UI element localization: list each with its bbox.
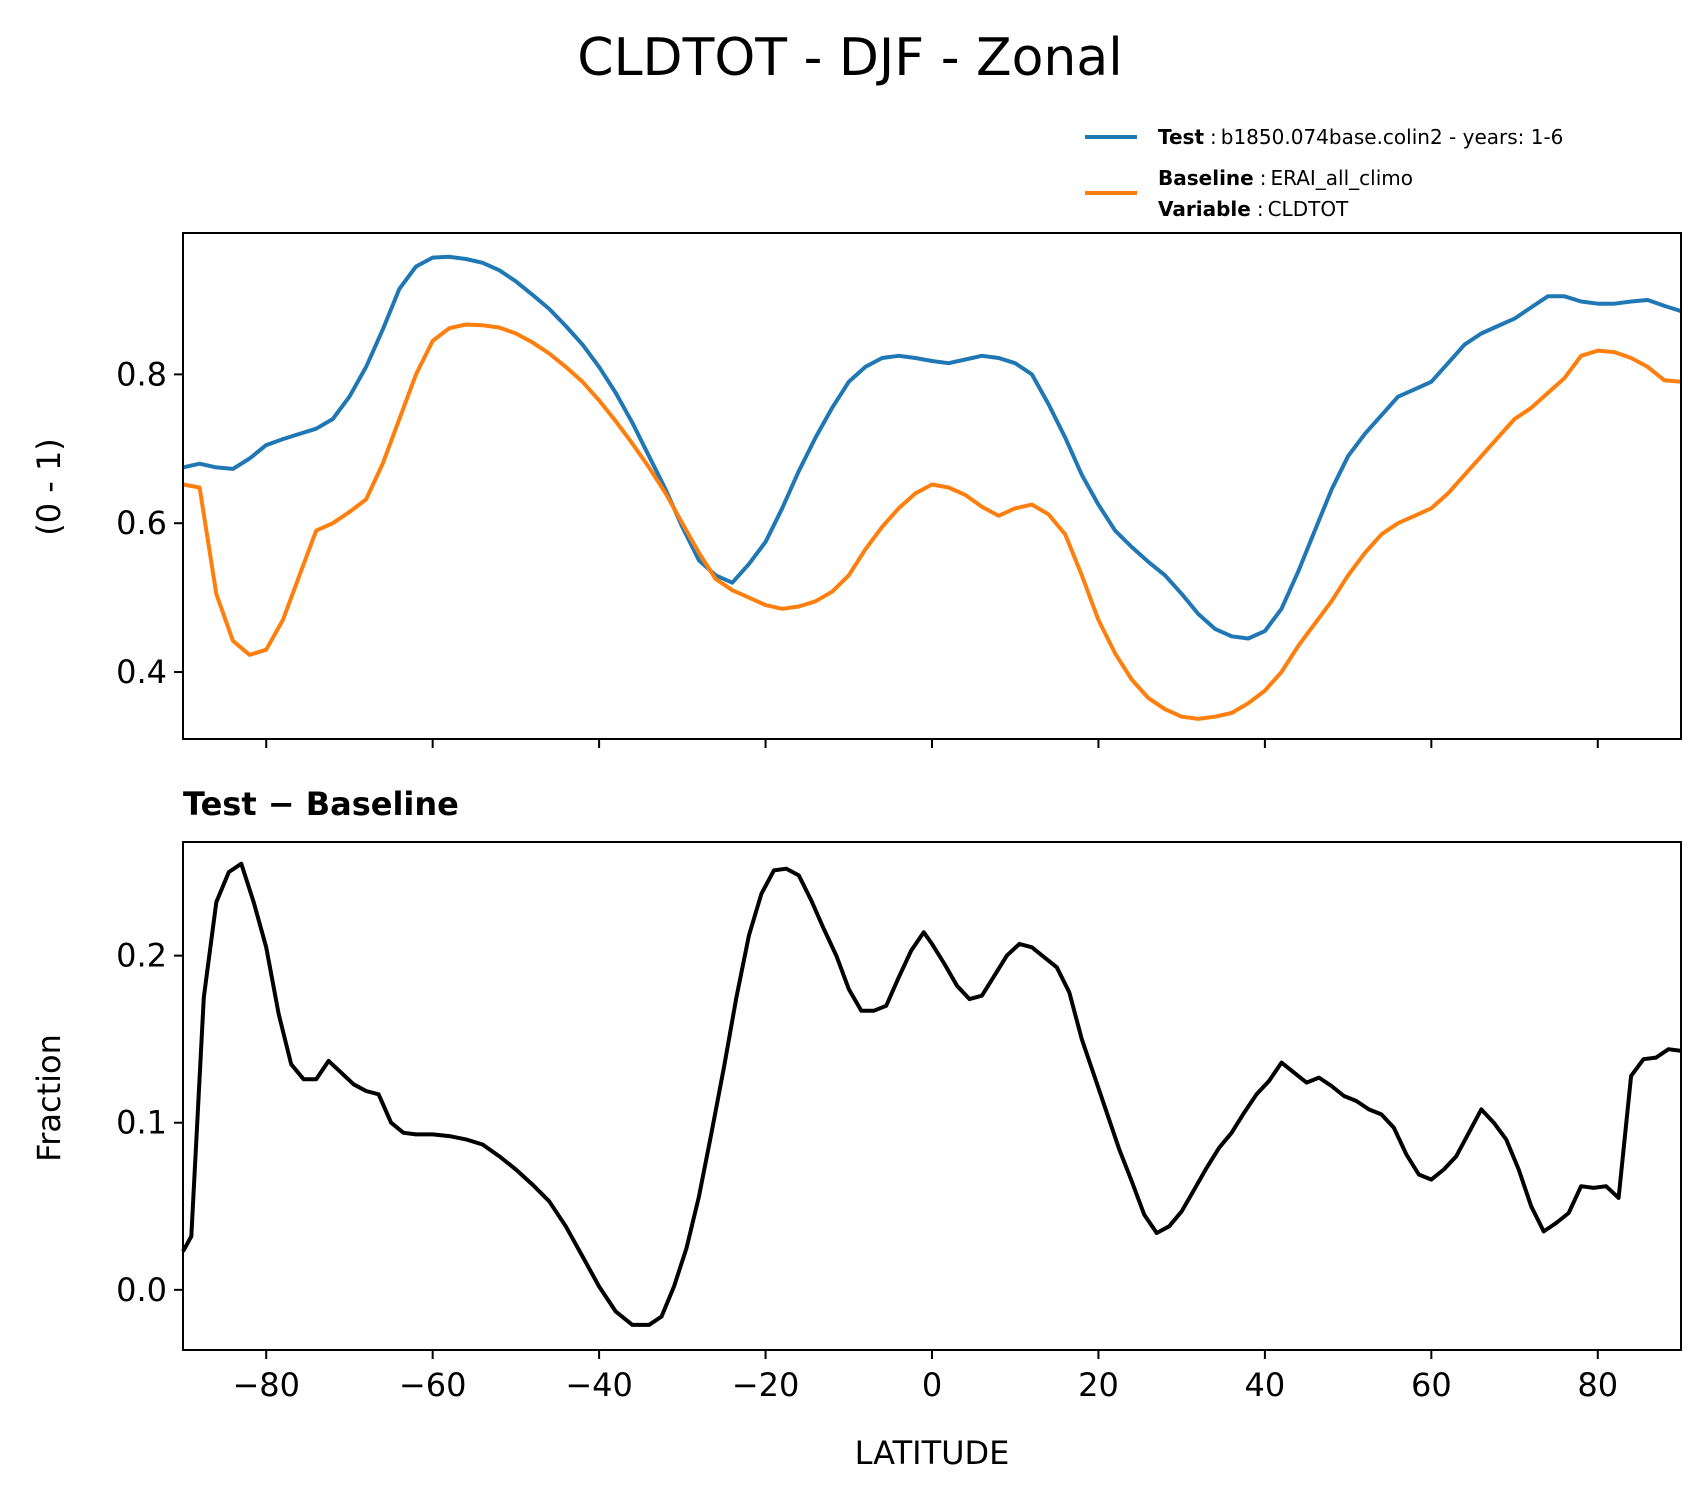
legend-test-value: b1850.074base.colin2 - years: 1-6 — [1221, 125, 1564, 149]
bottom-x-ticks: −80 −60 −40 −20 0 20 40 60 80 — [232, 1350, 1618, 1404]
top-y-ticks: 0.4 0.6 0.8 — [116, 355, 183, 691]
bottom-series-test-baseline-line — [181, 861, 1682, 1327]
top-y-tick-label: 0.4 — [116, 653, 167, 691]
figure-title: CLDTOT - DJF - Zonal — [577, 28, 1122, 88]
bottom-y-ticks: 0.0 0.1 0.2 — [116, 937, 183, 1309]
top-panel: 0.4 0.6 0.8 (0 - 1) — [30, 232, 1682, 748]
top-series-baseline-line — [182, 322, 1682, 721]
bottom-panel: Test − Baseline 0.0 0.1 0.2 −80 −60 −40 −20 0 2… — [30, 785, 1682, 1472]
bottom-plot-frame — [182, 841, 1682, 1351]
bottom-x-tick-label: −20 — [732, 1366, 800, 1404]
bottom-x-tick-label: 80 — [1577, 1366, 1618, 1404]
legend-test-label: Test — [1158, 125, 1204, 149]
top-series-test-line — [182, 254, 1682, 641]
top-y-axis-label: (0 - 1) — [30, 438, 68, 536]
bottom-series-group — [181, 861, 1682, 1327]
bottom-x-tick-label: −40 — [565, 1366, 633, 1404]
bottom-y-tick-label: 0.1 — [116, 1104, 167, 1142]
bottom-x-tick-label: 60 — [1411, 1366, 1452, 1404]
svg-text:Variable:CLDTOT: Variable: CLDTOT — [1158, 197, 1349, 221]
top-y-tick-label: 0.8 — [116, 355, 167, 393]
bottom-y-tick-label: 0.0 — [116, 1271, 167, 1309]
legend-baseline-label: Baseline — [1158, 166, 1254, 190]
legend-test-separator: : — [1210, 125, 1217, 149]
bottom-panel-title: Test − Baseline — [183, 785, 459, 823]
bottom-x-tick-label: 40 — [1245, 1366, 1286, 1404]
legend-baseline-value: ERAI_all_climo — [1270, 166, 1413, 190]
bottom-x-tick-label: 20 — [1078, 1366, 1119, 1404]
svg-text:Test:b1850.074base.colin2 - ye: Test: b1850.074base.colin2 - years: 1-6 — [1158, 125, 1563, 149]
legend-variable-value: CLDTOT — [1268, 197, 1349, 221]
bottom-y-tick-label: 0.2 — [116, 937, 167, 975]
x-axis-label: LATITUDE — [855, 1434, 1010, 1472]
bottom-x-tick-label: −80 — [232, 1366, 300, 1404]
svg-text:Baseline:ERAI_all_climo: Baseline: ERAI_all_climo — [1158, 166, 1413, 190]
bottom-x-tick-label: 0 — [922, 1366, 942, 1404]
legend-baseline-separator: : — [1260, 166, 1267, 190]
top-x-ticks — [265, 739, 1599, 748]
bottom-y-axis-label: Fraction — [30, 1034, 68, 1162]
top-series-group — [182, 254, 1682, 721]
bottom-x-tick-label: −60 — [399, 1366, 467, 1404]
legend-variable-label: Variable — [1158, 197, 1251, 221]
top-plot-frame — [182, 232, 1682, 740]
legend: Test: b1850.074base.colin2 - years: 1-6 B… — [1085, 125, 1563, 221]
legend-variable-separator: : — [1257, 197, 1264, 221]
top-y-tick-label: 0.6 — [116, 504, 167, 542]
